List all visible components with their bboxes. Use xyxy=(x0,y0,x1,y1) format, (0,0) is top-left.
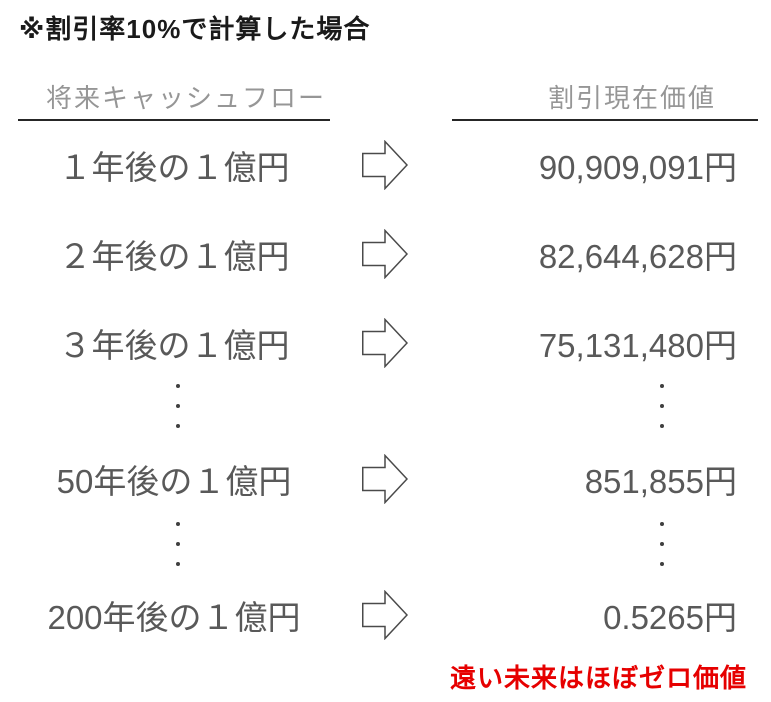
present-value-label: 851,855円 xyxy=(584,463,737,500)
vertical-ellipsis-icon xyxy=(176,384,180,428)
column-header-future-cashflow: 将来キャッシュフロー xyxy=(45,82,326,113)
right-block-arrow-icon xyxy=(362,454,408,504)
future-cashflow-label: 200年後の１億円 xyxy=(47,599,301,636)
present-value-label: 75,131,480円 xyxy=(538,327,737,364)
right-block-arrow-icon xyxy=(362,229,408,279)
present-value-label: 90,909,091円 xyxy=(538,149,737,186)
future-cashflow-label: ２年後の１億円 xyxy=(58,238,290,275)
present-column-underline xyxy=(452,119,758,121)
column-header-present-value: 割引現在価値 xyxy=(547,82,716,113)
future-cashflow-label: ３年後の１億円 xyxy=(58,327,290,364)
zero-value-note: 遠い未来はほぼゼロ価値 xyxy=(449,663,747,693)
future-cashflow-label: 50年後の１億円 xyxy=(56,463,292,500)
present-value-label: 82,644,628円 xyxy=(538,238,737,275)
vertical-ellipsis-icon xyxy=(176,522,180,566)
right-block-arrow-icon xyxy=(362,140,408,190)
right-block-arrow-icon xyxy=(362,318,408,368)
future-cashflow-label: １年後の１億円 xyxy=(58,149,290,186)
vertical-ellipsis-icon xyxy=(660,522,664,566)
vertical-ellipsis-icon xyxy=(660,384,664,428)
future-column-underline xyxy=(18,119,330,121)
present-value-label: 0.5265円 xyxy=(603,599,737,636)
right-block-arrow-icon xyxy=(362,590,408,640)
page-title: ※割引率10%で計算した場合 xyxy=(19,14,371,44)
